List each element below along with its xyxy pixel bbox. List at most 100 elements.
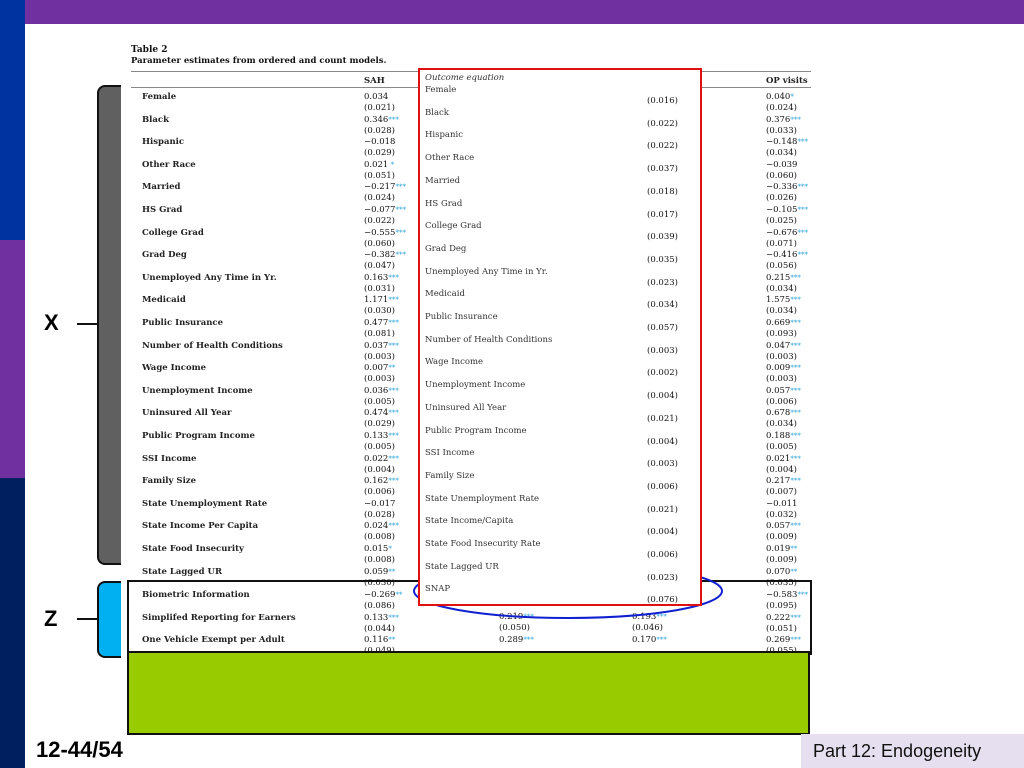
- sah-se: (0.028): [364, 509, 395, 520]
- outcome-row-label: State Food Insecurity Rate: [425, 539, 541, 549]
- row-label: HS Grad: [142, 205, 183, 215]
- outcome-se: (0.002): [647, 368, 678, 379]
- outcome-se: (0.004): [647, 527, 678, 538]
- coefficient: −0.105: [766, 205, 798, 215]
- op-visits-coef: 0.188***: [766, 431, 801, 441]
- significance-stars: ***: [388, 454, 399, 463]
- op-visits-se: (0.034): [766, 283, 797, 294]
- significance-stars: ***: [790, 522, 801, 531]
- outcome-se: (0.004): [647, 436, 678, 447]
- significance-stars: ***: [790, 386, 801, 395]
- op-visits-coef: 0.057***: [766, 386, 801, 396]
- significance-stars: ***: [790, 454, 801, 463]
- coefficient: 0.477: [364, 318, 389, 328]
- significance-stars: ***: [523, 635, 534, 644]
- coefficient: 0.269: [766, 635, 791, 646]
- outcome-row-label: Family Size: [425, 470, 475, 481]
- outcome-se: (0.057): [647, 323, 678, 333]
- op-visits-se: (0.034): [766, 306, 797, 317]
- op-visits-se: (0.034): [766, 419, 797, 430]
- coefficient: −0.336: [766, 182, 798, 193]
- sah-coef: −0.269**: [364, 590, 402, 600]
- sah-coef: 0.162***: [364, 476, 399, 486]
- sah-coef: −0.017: [364, 499, 395, 509]
- significance-stars: ***: [797, 138, 808, 147]
- outcome-se: (0.034): [647, 300, 678, 311]
- outcome-se: (0.003): [647, 459, 678, 470]
- significance-stars: ***: [790, 613, 801, 622]
- z-col3-coef: 0.170***: [632, 635, 667, 645]
- outcome-row-label: SNAP: [425, 584, 451, 595]
- significance-stars: ***: [790, 432, 801, 440]
- op-visits-coef: 0.669***: [766, 318, 801, 328]
- sah-coef: −0.217***: [364, 182, 406, 192]
- sah-se: (0.031): [364, 283, 395, 294]
- coefficient: 0.040: [766, 92, 791, 102]
- significance-stars: ***: [797, 251, 808, 260]
- sah-se: (0.004): [364, 464, 395, 475]
- table-title: Table 2: [131, 45, 168, 55]
- sah-coef: 0.059**: [364, 567, 395, 577]
- x-bracket-pointer: [77, 323, 97, 325]
- outcome-row-label: Black: [425, 107, 449, 118]
- op-visits-coef: 1.575***: [766, 295, 801, 305]
- row-label: Black: [142, 114, 169, 125]
- op-visits-se: (0.093): [766, 329, 797, 339]
- op-visits-coef: −0.039: [766, 160, 797, 170]
- row-label: State Income Per Capita: [142, 521, 259, 532]
- significance-stars: ***: [790, 319, 801, 327]
- coefficient: 0.070: [766, 566, 791, 577]
- sah-se: (0.051): [364, 170, 395, 181]
- sah-se: (0.021): [364, 103, 395, 113]
- outcome-se: (0.023): [647, 277, 678, 288]
- sah-coef: 1.171***: [364, 295, 399, 305]
- significance-stars: ***: [790, 477, 801, 486]
- sah-se: (0.028): [364, 125, 395, 136]
- significance-stars: ***: [656, 613, 667, 621]
- coefficient: −0.269: [364, 590, 396, 600]
- outcome-row-label: College Grad: [425, 221, 482, 232]
- green-cover-box: [127, 651, 810, 735]
- coefficient: 0.669: [766, 318, 791, 328]
- op-visits-se: (0.051): [766, 623, 797, 634]
- outcome-row-label: HS Grad: [425, 198, 463, 209]
- significance-stars: ***: [388, 115, 399, 124]
- row-label: Family Size: [142, 476, 197, 487]
- coefficient: 0.021: [766, 453, 791, 464]
- stripe-purple: [0, 240, 25, 478]
- coefficient: 0.170: [632, 634, 657, 645]
- coefficient: 0.057: [766, 521, 791, 532]
- sah-se: (0.030): [364, 577, 395, 588]
- sah-se: (0.086): [364, 601, 395, 611]
- op-visits-se: (0.033): [766, 125, 797, 136]
- sah-coef: 0.116**: [364, 635, 395, 645]
- coefficient: 0.019: [766, 544, 791, 554]
- stripe-blue: [0, 0, 25, 240]
- significance-stars: ***: [388, 273, 399, 282]
- outcome-se: (0.018): [647, 186, 678, 197]
- outcome-row-label: State Unemployment Rate: [425, 493, 540, 504]
- significance-stars: ***: [388, 477, 399, 486]
- op-visits-coef: −0.676***: [766, 228, 808, 238]
- outcome-se: (0.003): [647, 345, 678, 356]
- outcome-se: (0.022): [647, 118, 678, 129]
- coefficient: −0.416: [766, 250, 798, 261]
- coefficient: 1.575: [766, 295, 791, 306]
- coefficient: 0.037: [364, 340, 389, 351]
- outcome-se: (0.017): [647, 209, 678, 220]
- row-label: Number of Health Conditions: [142, 340, 283, 351]
- op-visits-coef: 0.021***: [766, 454, 801, 464]
- op-visits-coef: 0.040*: [766, 92, 794, 102]
- z-bracket: [97, 581, 121, 658]
- footer-text: Part 12: Endogeneity: [813, 741, 982, 761]
- row-label: College Grad: [142, 227, 204, 238]
- op-visits-se: (0.009): [766, 532, 797, 543]
- op-visits-se: (0.025): [766, 216, 797, 226]
- row-label: State Food Insecurity: [142, 544, 244, 554]
- coefficient: 0.133: [364, 612, 389, 623]
- coefficient: −0.017: [364, 498, 396, 509]
- significance-stars: ***: [790, 273, 801, 282]
- outcome-row-label: Unemployment Income: [425, 380, 526, 391]
- coefficient: 0.188: [766, 431, 791, 441]
- footer-label: Part 12: Endogeneity: [801, 734, 1024, 768]
